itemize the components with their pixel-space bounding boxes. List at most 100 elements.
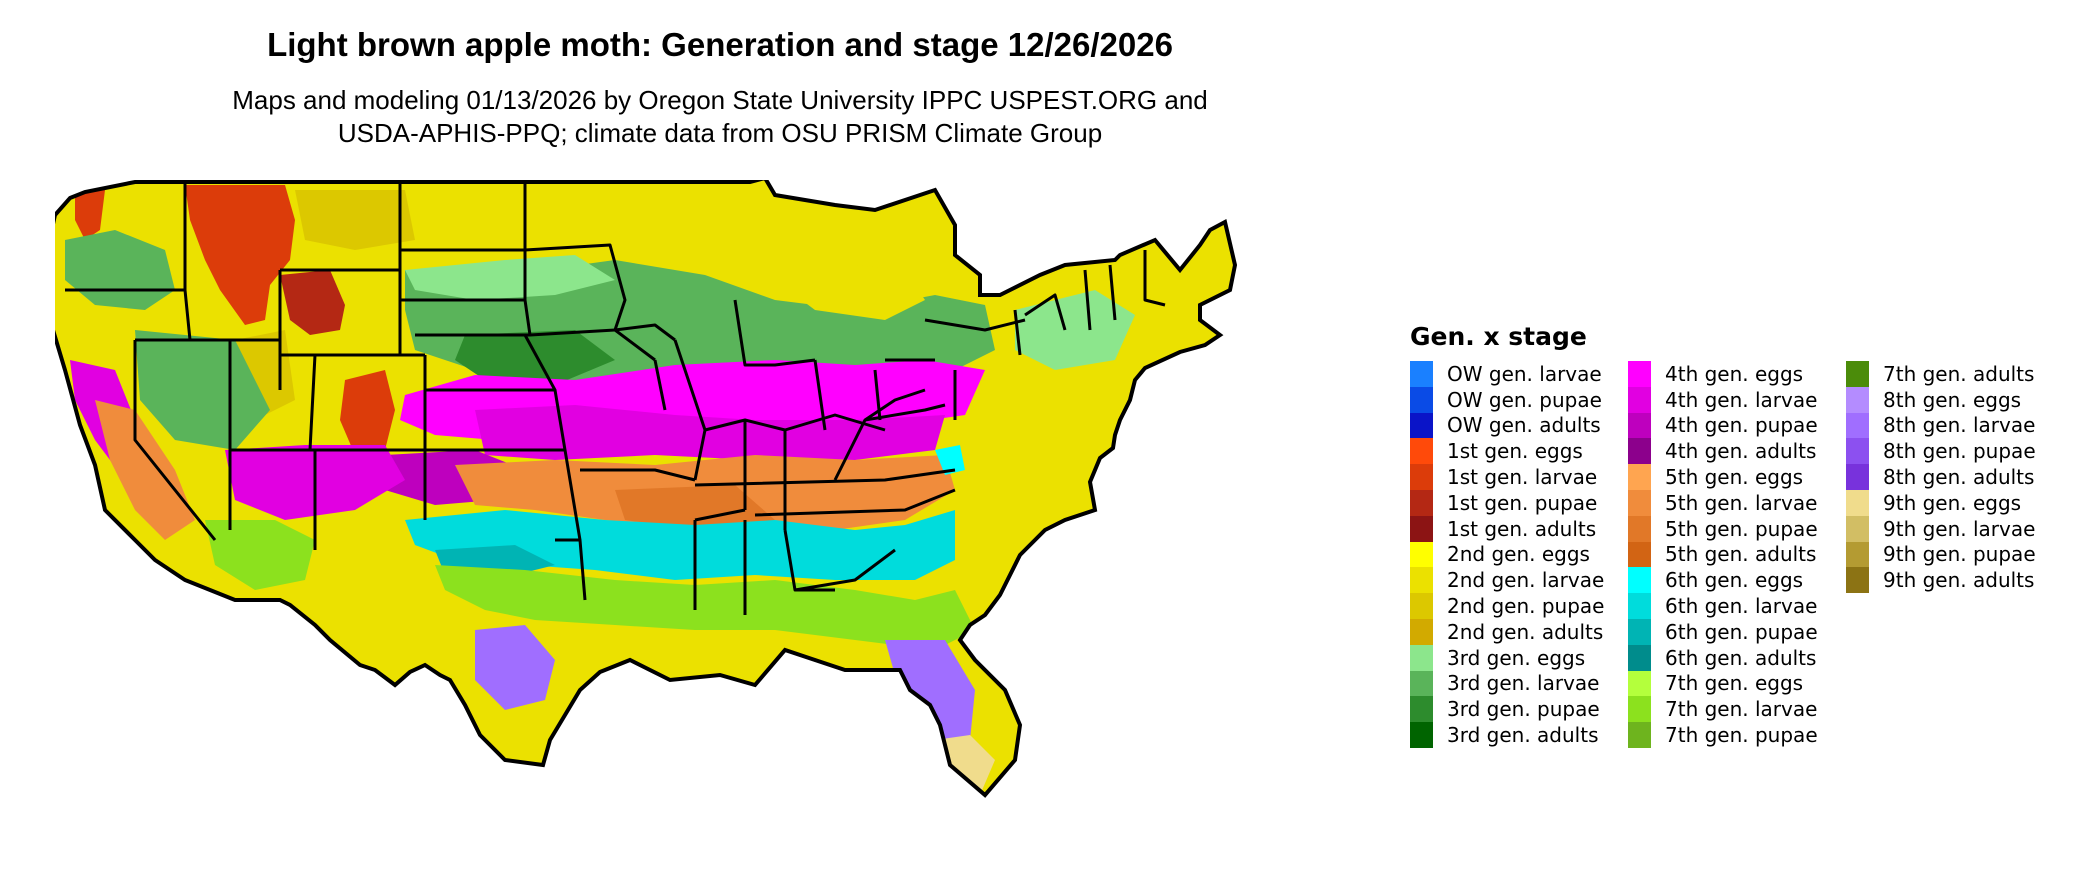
zone-1st-gen-washington	[75, 190, 105, 240]
legend-swatch	[1410, 541, 1433, 568]
zone-7th-gen-southwest	[205, 520, 315, 590]
legend-label: OW gen. adults	[1447, 413, 1601, 438]
legend-item: 9th gen. larvae	[1846, 515, 2064, 542]
legend-item: 1st gen. eggs	[1410, 438, 1628, 465]
zone-8th-gen-larvae-texas	[475, 625, 555, 710]
legend-swatch	[1410, 618, 1433, 645]
legend-label: 8th gen. eggs	[1883, 387, 2022, 412]
legend-item: 7th gen. eggs	[1628, 670, 1846, 697]
zone-2nd-gen-pupae-montana	[295, 190, 415, 250]
legend-item: 3rd gen. pupae	[1410, 696, 1628, 723]
zone-3rd-gen-pupae-nebraska	[455, 330, 615, 385]
legend-item: 9th gen. adults	[1846, 567, 2064, 594]
legend-swatch	[1410, 567, 1433, 594]
legend-label: 7th gen. eggs	[1665, 671, 1804, 696]
legend-swatch	[1628, 670, 1651, 697]
legend-swatch	[1410, 361, 1433, 387]
zone-1st-gen-colorado	[340, 370, 395, 455]
legend-swatch	[1846, 386, 1869, 413]
legend-swatch	[1410, 489, 1433, 516]
legend-column: 4th gen. eggs 4th gen. larvae 4th gen. pup…	[1628, 361, 1846, 748]
zone-6th-gen-eggs-coast	[935, 445, 965, 475]
legend-label: 9th gen. eggs	[1883, 490, 2022, 515]
legend-label: 6th gen. larvae	[1665, 594, 1818, 619]
legend-swatch	[1846, 541, 1869, 568]
legend-swatch	[1410, 464, 1433, 490]
legend-swatch	[1628, 515, 1651, 542]
legend-swatch	[1628, 696, 1651, 723]
legend-swatch	[1410, 438, 1433, 465]
zone-3rd-gen-larvae-greatbasin	[135, 330, 270, 450]
legend-swatch	[1846, 567, 1869, 594]
legend-swatch	[1628, 567, 1651, 594]
legend-label: 5th gen. larvae	[1665, 490, 1818, 515]
legend-swatch	[1410, 515, 1433, 542]
legend-item: 2nd gen. eggs	[1410, 541, 1628, 568]
legend-label: 1st gen. larvae	[1447, 465, 1598, 490]
legend-label: 4th gen. eggs	[1665, 361, 1804, 386]
zone-4th-gen-larvae-belt	[475, 405, 945, 460]
legend-swatch	[1628, 593, 1651, 619]
legend-label: 2nd gen. pupae	[1447, 594, 1605, 619]
legend-swatch	[1846, 489, 1869, 516]
legend-label: 4th gen. pupae	[1665, 413, 1818, 438]
legend-label: 5th gen. adults	[1665, 542, 1817, 567]
legend-item: 6th gen. larvae	[1628, 593, 1846, 619]
legend-item: 6th gen. pupae	[1628, 618, 1846, 645]
subtitle-line-1: Maps and modeling 01/13/2026 by Oregon S…	[232, 85, 1208, 115]
map-title: Light brown apple moth: Generation and s…	[267, 26, 1173, 63]
legend-swatch	[1410, 412, 1433, 439]
zone-8th-gen-larvae-florida	[885, 640, 975, 750]
legend-label: 1st gen. eggs	[1447, 439, 1583, 464]
legend-item: 3rd gen. eggs	[1410, 644, 1628, 671]
legend-item: 8th gen. pupae	[1846, 438, 2064, 465]
legend-item: 8th gen. adults	[1846, 464, 2064, 490]
legend-label: 1st gen. pupae	[1447, 490, 1598, 515]
legend-column: 7th gen. adults 8th gen. eggs 8th gen. lar…	[1846, 361, 2064, 748]
legend-item: 7th gen. larvae	[1628, 696, 1846, 723]
legend-item: OW gen. larvae	[1410, 361, 1628, 387]
zone-3rd-gen-eggs-dakotas	[405, 255, 615, 300]
legend-item: 2nd gen. pupae	[1410, 593, 1628, 619]
legend-label: 8th gen. pupae	[1883, 439, 2036, 464]
legend-swatch	[1846, 464, 1869, 490]
legend-item: 4th gen. eggs	[1628, 361, 1846, 387]
legend-swatch	[1410, 722, 1433, 748]
legend-label: 5th gen. pupae	[1665, 516, 1818, 541]
legend-item: 5th gen. eggs	[1628, 464, 1846, 490]
legend-item: OW gen. pupae	[1410, 386, 1628, 413]
legend-title: Gen. x stage	[1410, 322, 1587, 351]
legend-item: 8th gen. eggs	[1846, 386, 2064, 413]
legend-swatch	[1846, 438, 1869, 465]
legend-item: 1st gen. pupae	[1410, 489, 1628, 516]
zone-7th-gen-larvae-gulf	[435, 565, 975, 650]
map-subtitle: Maps and modeling 01/13/2026 by Oregon S…	[0, 84, 1440, 150]
zone-5th-gen-california	[95, 400, 195, 540]
legend-label: 7th gen. pupae	[1665, 723, 1818, 748]
legend-swatch	[1628, 489, 1651, 516]
legend-item: 8th gen. larvae	[1846, 412, 2064, 439]
legend-item: 6th gen. adults	[1628, 644, 1846, 671]
legend-swatch	[1628, 722, 1651, 748]
legend-label: 1st gen. adults	[1447, 516, 1597, 541]
legend-item: 1st gen. larvae	[1410, 464, 1628, 490]
legend-swatch	[1628, 464, 1651, 490]
state-borders	[65, 182, 1166, 615]
legend-item: 5th gen. pupae	[1628, 515, 1846, 542]
legend-swatch	[1410, 593, 1433, 619]
legend-swatch	[1410, 670, 1433, 697]
legend-label: 3rd gen. larvae	[1447, 671, 1600, 696]
us-generation-stage-map	[55, 180, 1237, 797]
legend-label: 2nd gen. adults	[1447, 619, 1604, 644]
legend-label: 7th gen. larvae	[1665, 697, 1818, 722]
legend-swatch	[1410, 696, 1433, 723]
legend-swatch	[1410, 386, 1433, 413]
legend-swatch	[1628, 361, 1651, 387]
legend-swatch	[1628, 386, 1651, 413]
legend-item: 5th gen. adults	[1628, 541, 1846, 568]
legend-item: 2nd gen. larvae	[1410, 567, 1628, 594]
legend-swatch	[1846, 515, 1869, 542]
legend-swatch	[1846, 412, 1869, 439]
legend-swatch	[1628, 644, 1651, 671]
legend-swatch	[1410, 644, 1433, 671]
